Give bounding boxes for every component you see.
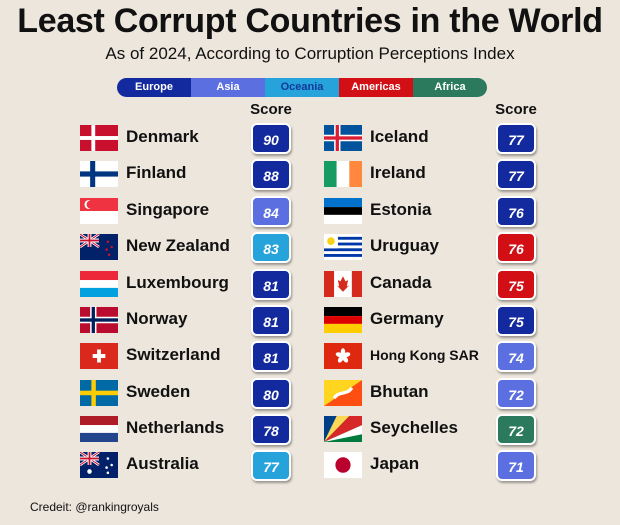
flag-ca-icon [324, 271, 362, 297]
table-row: Sweden 80 [80, 378, 340, 409]
table-row: Switzerland 81 [80, 341, 340, 372]
country-name: Luxembourg [126, 273, 229, 292]
score-badge: 80 [251, 378, 291, 409]
table-row: Seychelles 72 [324, 414, 584, 445]
score-badge: 77 [496, 123, 536, 154]
table-row: Luxembourg 81 [80, 269, 340, 300]
country-name: Finland [126, 163, 187, 182]
flag-sc-icon [324, 416, 362, 442]
table-row: Finland 88 [80, 159, 340, 190]
table-row: Singapore 84 [80, 196, 340, 227]
table-row: Denmark 90 [80, 123, 340, 154]
country-name: Norway [126, 309, 188, 328]
country-name: Estonia [370, 200, 432, 219]
country-name: Netherlands [126, 418, 225, 437]
table-row: Canada 75 [324, 269, 584, 300]
score-badge: 81 [251, 269, 291, 300]
legend-oceania: Oceania [265, 78, 339, 97]
flag-de-icon [324, 307, 362, 333]
country-name: Singapore [126, 200, 210, 219]
flag-fi-icon [80, 161, 118, 187]
table-row: Australia 77 [80, 450, 340, 481]
flag-au-icon [80, 452, 118, 478]
country-name: Denmark [126, 127, 199, 146]
score-badge: 76 [496, 232, 536, 263]
score-badge: 77 [496, 159, 536, 190]
score-badge: 84 [251, 196, 291, 227]
table-row: Norway 81 [80, 305, 340, 336]
table-row: Bhutan 72 [324, 378, 584, 409]
table-row: New Zealand 83 [80, 232, 340, 263]
chart-subtitle: As of 2024, According to Corruption Perc… [105, 44, 515, 63]
legend-africa: Africa [413, 78, 487, 97]
country-name: Ireland [370, 163, 426, 182]
flag-hk-icon [324, 343, 362, 369]
table-row: Uruguay 76 [324, 232, 584, 263]
chart-title: Least Corrupt Countries in the World [17, 2, 603, 40]
score-badge: 76 [496, 196, 536, 227]
country-name: Sweden [126, 382, 191, 401]
score-badge: 72 [496, 414, 536, 445]
flag-jp-icon [324, 452, 362, 478]
flag-nz-icon [80, 234, 118, 260]
score-badge: 83 [251, 232, 291, 263]
flag-ch-icon [80, 343, 118, 369]
country-name: Bhutan [370, 382, 429, 401]
country-name: Germany [370, 309, 444, 328]
score-badge: 75 [496, 305, 536, 336]
score-header-left: Score [250, 101, 292, 118]
country-name: Uruguay [370, 236, 439, 255]
country-name: Hong Kong SAR [370, 347, 479, 363]
score-badge: 78 [251, 414, 291, 445]
flag-lu-icon [80, 271, 118, 297]
table-row: Iceland 77 [324, 123, 584, 154]
legend-asia: Asia [191, 78, 265, 97]
country-name: Switzerland [126, 345, 221, 364]
flag-sg-icon [80, 198, 118, 224]
country-name: Australia [126, 454, 199, 473]
flag-no-icon [80, 307, 118, 333]
country-name: New Zealand [126, 236, 230, 255]
score-badge: 74 [496, 341, 536, 372]
country-name: Iceland [370, 127, 429, 146]
score-badge: 71 [496, 450, 536, 481]
score-badge: 77 [251, 450, 291, 481]
country-name: Canada [370, 273, 432, 292]
legend-americas: Americas [339, 78, 413, 97]
score-badge: 75 [496, 269, 536, 300]
flag-bt-icon [324, 380, 362, 406]
flag-ee-icon [324, 198, 362, 224]
table-row: Netherlands 78 [80, 414, 340, 445]
country-name: Japan [370, 454, 420, 473]
region-legend: Europe Asia Oceania Americas Africa [117, 78, 487, 97]
table-row: Japan 71 [324, 450, 584, 481]
score-badge: 81 [251, 341, 291, 372]
table-row: Germany 75 [324, 305, 584, 336]
score-badge: 88 [251, 159, 291, 190]
table-row: Ireland 77 [324, 159, 584, 190]
flag-is-icon [324, 125, 362, 151]
flag-nl-icon [80, 416, 118, 442]
table-row: Estonia 76 [324, 196, 584, 227]
flag-uy-icon [324, 234, 362, 260]
country-name: Seychelles [370, 418, 458, 437]
score-badge: 72 [496, 378, 536, 409]
table-row: Hong Kong SAR 74 [324, 341, 584, 372]
flag-se-icon [80, 380, 118, 406]
score-badge: 90 [251, 123, 291, 154]
legend-europe: Europe [117, 78, 191, 97]
score-badge: 81 [251, 305, 291, 336]
score-header-right: Score [495, 101, 537, 118]
credit: Credeit: @rankingroyals [30, 500, 159, 514]
flag-dk-icon [80, 125, 118, 151]
flag-ie-icon [324, 161, 362, 187]
